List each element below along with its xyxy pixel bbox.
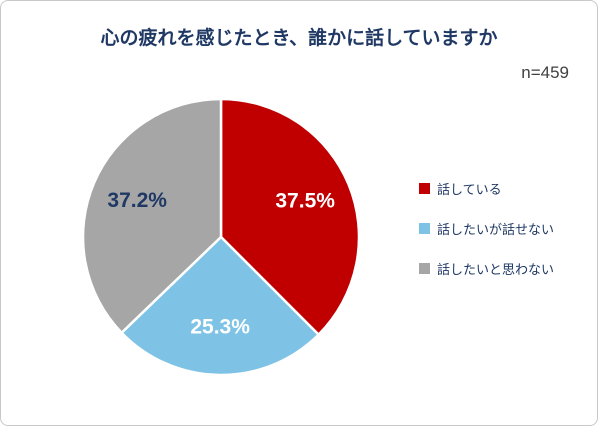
- legend-label: 話している: [437, 182, 502, 197]
- legend-swatch-blue-icon: [419, 223, 430, 234]
- pie-slice: [120, 235, 320, 377]
- legend-label: 話したいが話せない: [437, 222, 555, 237]
- legend-label: 話したいと思わない: [437, 262, 555, 277]
- sample-size-label: n=459: [521, 63, 569, 82]
- pie-labels: 37.5% 25.3% 37.2%: [107, 189, 335, 339]
- legend-item: 話したいと思わない: [419, 259, 554, 278]
- pie-slice: [219, 97, 361, 336]
- slice-percent-label: 25.3%: [190, 316, 250, 339]
- legend-swatch-gray-icon: [419, 263, 430, 274]
- legend: 話している 話したいが話せない 話したいと思わない: [419, 179, 554, 278]
- chart-title: 心の疲れを感じたとき、誰かに話していますか: [100, 28, 498, 49]
- slice-percent-label: 37.2%: [107, 189, 167, 212]
- legend-swatch-red-icon: [419, 183, 430, 194]
- legend-item: 話している: [419, 179, 554, 198]
- legend-item: 話したいが話せない: [419, 219, 554, 238]
- pie-slice: [81, 97, 223, 334]
- pie-chart-area: 37.5% 25.3% 37.2%: [71, 87, 371, 387]
- slice-percent-label: 37.5%: [275, 190, 335, 213]
- pie-slices: [81, 97, 361, 377]
- pie-chart: 37.5% 25.3% 37.2%: [81, 97, 361, 377]
